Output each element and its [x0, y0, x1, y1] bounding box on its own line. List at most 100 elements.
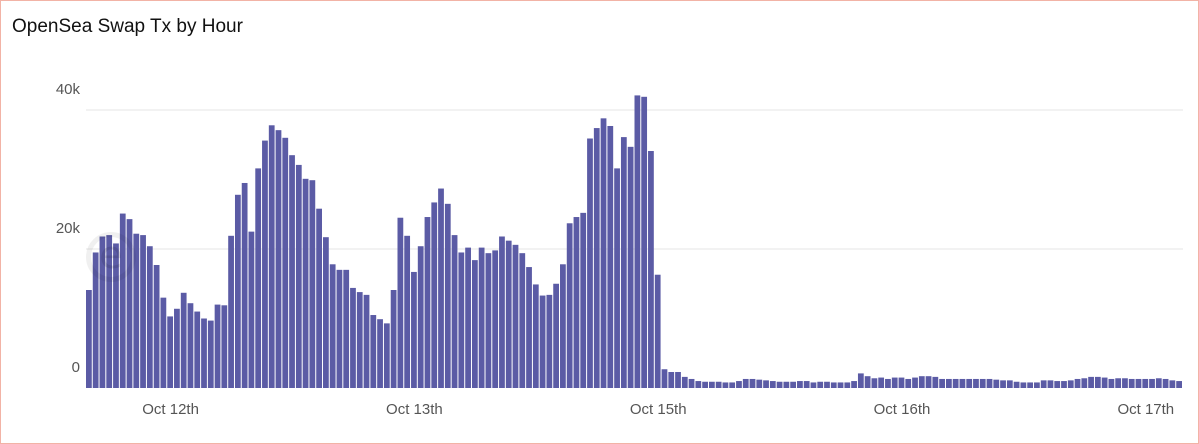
bar[interactable]: [742, 378, 749, 388]
bar[interactable]: [614, 168, 620, 388]
bar[interactable]: [857, 373, 864, 388]
bar[interactable]: [532, 284, 539, 388]
bar[interactable]: [268, 125, 275, 388]
bar[interactable]: [573, 217, 580, 388]
bar[interactable]: [912, 377, 918, 388]
bar[interactable]: [187, 303, 194, 388]
bar[interactable]: [329, 264, 336, 388]
bar[interactable]: [1047, 380, 1054, 388]
bar[interactable]: [1169, 380, 1176, 388]
bar[interactable]: [411, 271, 417, 388]
bar[interactable]: [1081, 378, 1088, 388]
bar[interactable]: [560, 264, 566, 388]
bar[interactable]: [1149, 378, 1155, 388]
bar[interactable]: [404, 235, 411, 388]
bar[interactable]: [336, 269, 343, 388]
bar[interactable]: [627, 146, 634, 388]
bar[interactable]: [526, 267, 532, 388]
bar[interactable]: [1115, 378, 1122, 388]
bar[interactable]: [763, 380, 769, 388]
bar[interactable]: [830, 382, 837, 388]
bar[interactable]: [289, 155, 295, 388]
bar[interactable]: [593, 128, 600, 388]
bar[interactable]: [1054, 381, 1061, 388]
bar[interactable]: [146, 246, 153, 388]
bar[interactable]: [478, 247, 485, 388]
bar[interactable]: [1074, 378, 1081, 388]
bar[interactable]: [126, 219, 133, 388]
bar[interactable]: [153, 264, 160, 388]
bar[interactable]: [1176, 381, 1182, 388]
bar[interactable]: [160, 297, 167, 388]
bar[interactable]: [945, 378, 952, 388]
bar[interactable]: [1094, 376, 1101, 388]
bar[interactable]: [1006, 380, 1013, 388]
bar[interactable]: [885, 378, 891, 388]
bar[interactable]: [648, 151, 654, 388]
bar[interactable]: [201, 318, 207, 389]
bar[interactable]: [113, 243, 119, 388]
bar[interactable]: [641, 96, 648, 389]
bar[interactable]: [99, 236, 106, 388]
bar[interactable]: [343, 269, 350, 388]
bar[interactable]: [1013, 381, 1020, 388]
bar[interactable]: [1088, 376, 1094, 388]
bar[interactable]: [417, 246, 424, 388]
bar[interactable]: [546, 294, 553, 388]
bar[interactable]: [92, 252, 99, 388]
bar[interactable]: [702, 381, 708, 388]
bar[interactable]: [864, 376, 871, 388]
bar[interactable]: [363, 294, 370, 388]
bar[interactable]: [668, 372, 675, 388]
bar[interactable]: [234, 194, 241, 388]
bar[interactable]: [749, 378, 756, 388]
bar[interactable]: [309, 180, 316, 388]
bar[interactable]: [1142, 378, 1149, 388]
bar[interactable]: [736, 381, 742, 388]
bar[interactable]: [323, 237, 329, 388]
bar[interactable]: [952, 378, 959, 388]
bar[interactable]: [465, 247, 471, 388]
bar[interactable]: [431, 202, 438, 388]
bar[interactable]: [1162, 378, 1169, 388]
bar[interactable]: [492, 250, 499, 388]
bar[interactable]: [438, 188, 444, 388]
bar[interactable]: [871, 378, 878, 388]
bar[interactable]: [966, 378, 973, 388]
bar[interactable]: [553, 283, 560, 388]
bar[interactable]: [1027, 382, 1034, 388]
bar[interactable]: [756, 379, 763, 388]
bar[interactable]: [86, 290, 92, 388]
bar[interactable]: [769, 381, 776, 388]
bar[interactable]: [356, 292, 363, 388]
bar[interactable]: [262, 140, 268, 388]
bar[interactable]: [824, 381, 830, 388]
bar[interactable]: [519, 253, 526, 388]
bar[interactable]: [566, 223, 573, 388]
bar[interactable]: [390, 290, 397, 388]
bar[interactable]: [851, 381, 857, 388]
bar[interactable]: [979, 378, 986, 388]
bar[interactable]: [973, 378, 979, 388]
bar[interactable]: [295, 164, 302, 388]
bar[interactable]: [654, 274, 661, 388]
bar[interactable]: [370, 315, 377, 388]
bar[interactable]: [241, 182, 248, 388]
bar[interactable]: [377, 319, 383, 388]
bar[interactable]: [316, 208, 322, 388]
bar[interactable]: [634, 95, 641, 388]
bar[interactable]: [228, 235, 234, 388]
bar[interactable]: [119, 213, 126, 388]
bar[interactable]: [444, 203, 451, 388]
bar[interactable]: [797, 381, 803, 388]
bar[interactable]: [925, 376, 932, 388]
bar[interactable]: [891, 377, 898, 388]
bar[interactable]: [350, 287, 356, 388]
bar[interactable]: [587, 138, 593, 389]
bar[interactable]: [282, 137, 289, 388]
bar[interactable]: [1034, 382, 1040, 388]
bar[interactable]: [803, 381, 810, 388]
bar[interactable]: [1067, 380, 1074, 388]
bar[interactable]: [959, 378, 966, 388]
bar[interactable]: [1101, 377, 1108, 388]
